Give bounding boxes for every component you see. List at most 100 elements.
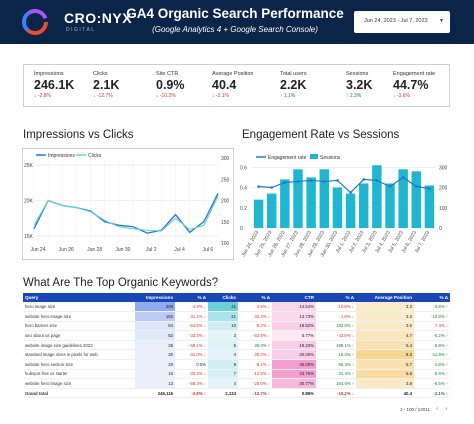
dropdown-caret-icon: ▼: [439, 18, 444, 24]
table-cell: 280: [135, 302, 175, 313]
table-cell: 43.75%: [272, 369, 316, 380]
kpi-impressions: Impressions 246.1K ↓ -2.8%: [34, 71, 90, 99]
table-row: hubspot free vs starter 16 -33.3% ↓ 7 -12.5%…: [23, 369, 450, 380]
table-cell: 20: [135, 359, 175, 370]
y-tick-label-left: 15K: [24, 234, 34, 240]
table-row: website image size guidelines 2023 26 -58.…: [23, 340, 450, 351]
table-cell: -1.8% ↓: [316, 311, 356, 322]
kpi-clicks: Clicks 2.1K ↓ -12.7%: [93, 71, 149, 99]
kpi-value: 0.9%: [156, 78, 185, 92]
table-cell: 4: [208, 349, 238, 361]
query-cell: hubspot free vs starter: [23, 369, 135, 380]
table-cell: -0.2% ↑: [414, 330, 450, 341]
y-tick-label-left: 0.4: [240, 186, 247, 192]
kpi-total-users: Total users 2.2K ↑ 1.1%: [280, 71, 336, 99]
engagement-rate-point: [270, 186, 274, 189]
date-range-picker[interactable]: Jun 24, 2023 - Jul 7, 2023 ▼: [354, 11, 450, 33]
kpi-value: 246.1K: [34, 78, 75, 92]
query-cell: standard image sizes in pixels for web: [23, 349, 135, 361]
y-tick-label-right: 0: [439, 226, 442, 232]
column-header[interactable]: CTR: [272, 293, 316, 302]
query-cell: website hero section size: [23, 359, 135, 370]
legend-label: Clicks: [88, 153, 102, 159]
bar-sessions: [398, 169, 408, 228]
table-cell: 13: [135, 378, 175, 389]
table-cell: -33.3% ↓: [175, 369, 208, 380]
table-cell: -5.8% ↑: [414, 369, 450, 380]
bar-sessions: [358, 183, 369, 228]
table-cell: 13.73%: [272, 311, 316, 322]
table-cell: -68.3% ↓: [175, 378, 208, 389]
table-cell: 10: [208, 321, 238, 332]
y-tick-label-left: 0: [240, 226, 243, 232]
table-cell: 192.6% ↑: [316, 321, 356, 332]
column-header[interactable]: Query: [23, 293, 135, 302]
y-tick-label-left: 0.2: [240, 206, 247, 212]
table-cell: 19.23%: [272, 340, 316, 351]
series-line-engagement-rate: [258, 176, 430, 194]
engagement-rate-point: [322, 180, 326, 183]
report-subtitle: (Google Analytics 4 + Google Search Cons…: [152, 25, 318, 34]
table-row: website hero image size 13 -68.3% ↓ 4 -25.0%…: [23, 378, 450, 389]
kpi-label: Average Position: [212, 71, 254, 77]
table-cell: -8.2% ↓: [238, 321, 272, 332]
kpi-value: 44.7%: [393, 78, 429, 92]
header-bar: CRO:NYX DIGITAL GA4 Organic Search Perfo…: [0, 0, 474, 44]
engagement-sessions-title: Engagement Rate vs Sessions: [242, 129, 400, 141]
y-tick-label-left: 0.6: [240, 165, 247, 171]
logo: CRO:NYX DIGITAL: [20, 7, 133, 37]
table-pagination: 1 - 100 / 13011 ‹ ›: [23, 406, 450, 414]
table-cell: 20: [135, 349, 175, 361]
bar-sessions: [319, 169, 330, 228]
engagement-rate-point: [296, 180, 300, 183]
engagement-rate-point: [375, 179, 379, 182]
table-cell: -10.8% ↓: [316, 302, 356, 313]
y-tick-label-left: 25K: [24, 163, 34, 169]
table-cell: 198.1% ↑: [316, 340, 356, 351]
table-row: hero banner size 54 -64.5% ↓ 10 -8.2% ↓ 18.52…: [23, 321, 450, 332]
table-cell: 21: [208, 311, 238, 322]
next-page-icon[interactable]: ›: [445, 406, 447, 412]
column-header[interactable]: % Δ: [316, 293, 356, 302]
y-tick-label-left: 20K: [24, 199, 34, 205]
table-cell: 5.7: [356, 359, 414, 370]
series-line-clicks: [33, 196, 219, 232]
table-header-row: Query Impressions% Δ Clicks% Δ CTR% Δ Averag…: [23, 293, 450, 302]
x-tick-label: Jun 26: [59, 247, 74, 253]
column-header[interactable]: Average Position: [356, 293, 414, 302]
table-cell: 7.4% ↓: [414, 321, 450, 332]
table-cell: -6.5% ↑: [414, 378, 450, 389]
table-cell: 26: [135, 340, 175, 351]
x-tick-label: Jun 24: [30, 247, 45, 253]
column-header[interactable]: Clicks: [208, 293, 238, 302]
table-body: hero image size 280 -4.8% ↓ 41 -3.6% ↓ 14.64%…: [23, 302, 450, 399]
column-header[interactable]: Impressions: [135, 293, 175, 302]
column-header[interactable]: % Δ: [175, 293, 208, 302]
column-header[interactable]: % Δ: [414, 293, 450, 302]
keywords-title: What Are The Top Organic Keywords?: [23, 277, 219, 289]
table-cell: 5.77%: [272, 330, 316, 341]
bar-sessions: [345, 193, 356, 228]
bar-sessions: [385, 183, 395, 228]
kpi-label: Site CTR: [156, 71, 179, 77]
table-cell: 45.00%: [272, 359, 316, 370]
kpi-label: Impressions: [34, 71, 64, 77]
table-cell: 3.3: [356, 302, 414, 313]
bar-sessions: [306, 177, 316, 228]
table-cell: -43.8% ↓: [316, 330, 356, 341]
prev-page-icon[interactable]: ‹: [436, 406, 438, 412]
table-cell: -2.1% ↑: [414, 387, 450, 399]
table-cell: 16: [135, 369, 175, 380]
table-cell: -5.9% ↑: [414, 340, 450, 351]
column-header[interactable]: % Δ: [238, 293, 272, 302]
logo-text: CRO:NYX: [64, 10, 133, 26]
table-cell: 20.00%: [272, 349, 316, 361]
engagement-rate-point: [362, 178, 366, 181]
bar-sessions: [332, 187, 343, 228]
y-tick-label-right: 200: [221, 199, 230, 205]
table-cell: -3.8% ↑: [414, 302, 450, 313]
table-cell: 54: [135, 321, 175, 332]
kpi-value: 2.1K: [93, 78, 120, 92]
